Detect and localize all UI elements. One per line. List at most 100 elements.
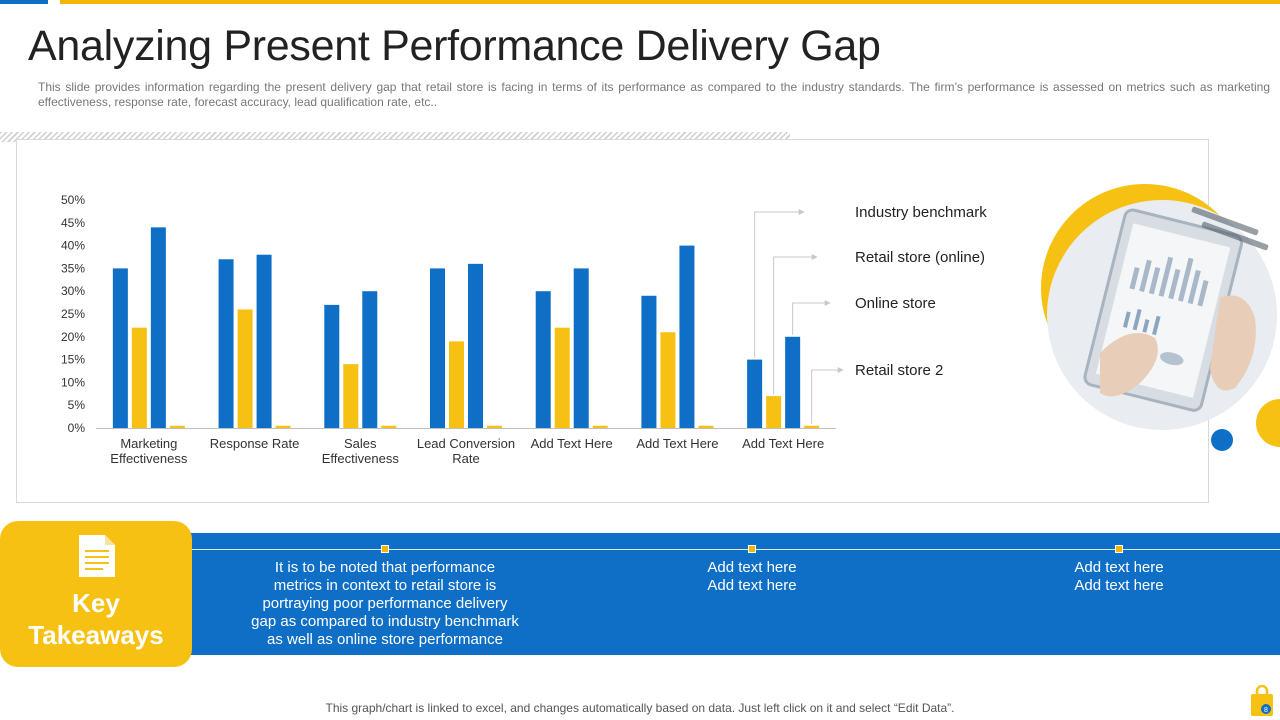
- page-number: 8: [1264, 707, 1268, 714]
- x-tick-label: Lead Conversion: [417, 436, 515, 451]
- bar-retail-store-2: [804, 425, 820, 428]
- x-tick-label: Add Text Here: [636, 436, 718, 451]
- y-tick-label: 5%: [68, 398, 86, 412]
- bar-retail-store-2: [592, 425, 608, 428]
- legend-label: Retail store (online): [855, 249, 985, 266]
- bar-retail-store-2: [487, 425, 502, 428]
- key-takeaways-line1: Key: [72, 588, 120, 618]
- takeaway-text-2: Add text here Add text here: [652, 559, 852, 595]
- x-tick-label: Effectiveness: [110, 451, 188, 466]
- bar-online-store: [468, 263, 483, 428]
- legend-leader-line: [792, 302, 825, 335]
- photo-blue-dot: [1211, 429, 1233, 451]
- hand-right: [1210, 295, 1256, 391]
- x-tick-label: Response Rate: [210, 436, 300, 451]
- legend-leader-line: [754, 211, 799, 358]
- takeaways-band: [150, 533, 1280, 655]
- y-tick-label: 10%: [61, 375, 85, 389]
- bar-industry-benchmark: [324, 304, 340, 428]
- hatch-divider: [0, 132, 790, 142]
- legend-label: Industry benchmark: [855, 204, 987, 221]
- bar-industry-benchmark: [747, 359, 763, 428]
- takeaway-line: portraying poor performance delivery: [262, 595, 508, 612]
- timeline-marker: [381, 545, 389, 553]
- bar-retail-store-2: [169, 425, 185, 428]
- bar-retail-store-online-: [343, 364, 359, 428]
- x-tick-label: Marketing: [120, 436, 177, 451]
- takeaway-line: It is to be noted that performance: [274, 559, 496, 576]
- y-tick-label: 35%: [61, 261, 85, 275]
- page-title: Analyzing Present Performance Delivery G…: [28, 22, 881, 70]
- takeaway-line: Add text here: [1074, 559, 1164, 576]
- top-accent-blue: [0, 0, 48, 4]
- x-tick-label: Add Text Here: [742, 436, 824, 451]
- legend-arrow-icon: [798, 209, 805, 215]
- bar-retail-store-online-: [660, 332, 676, 428]
- takeaway-text-3: Add text here Add text here: [1019, 559, 1219, 595]
- takeaway-text-1: It is to be noted that performance metri…: [235, 559, 535, 649]
- document-icon: [79, 535, 115, 577]
- bar-retail-store-2: [275, 425, 291, 428]
- takeaway-line: Add text here: [1074, 577, 1164, 594]
- bar-retail-store-online-: [766, 396, 782, 428]
- bar-retail-store-online-: [131, 327, 147, 428]
- x-tick-label: Effectiveness: [322, 451, 400, 466]
- legend-label: Retail store 2: [855, 362, 943, 379]
- bar-online-store: [256, 254, 272, 428]
- bar-retail-store-online-: [449, 341, 464, 428]
- y-tick-label: 50%: [61, 193, 85, 207]
- bar-industry-benchmark: [535, 291, 551, 428]
- bar-online-store: [785, 336, 801, 428]
- bar-online-store: [362, 291, 378, 428]
- y-tick-label: 30%: [61, 284, 85, 298]
- legend-arrow-icon: [837, 367, 844, 373]
- bar-industry-benchmark: [218, 259, 234, 428]
- key-takeaways-heading: Key Takeaways: [0, 587, 192, 651]
- y-tick-label: 45%: [61, 216, 85, 230]
- chart-panel[interactable]: 0% 5% 10% 15% 20% 25% 30% 35% 40% 45% 50% Marketing…: [16, 139, 1209, 503]
- legend-arrow-icon: [811, 254, 818, 260]
- bar-retail-store-2: [698, 425, 714, 428]
- takeaway-line: metrics in context to retail store is: [273, 577, 497, 594]
- timeline-marker: [1115, 545, 1123, 553]
- takeaway-line: Add text here: [707, 559, 797, 576]
- y-tick-label: 0%: [68, 421, 86, 435]
- x-tick-label: Rate: [452, 451, 479, 466]
- legend-arrow-icon: [824, 300, 831, 306]
- top-accent-yellow: [60, 0, 1280, 4]
- footer-note: This graph/chart is linked to excel, and…: [325, 701, 955, 715]
- page-number-badge: 8: [1251, 685, 1273, 716]
- takeaway-line: gap as compared to industry benchmark: [251, 613, 519, 630]
- photo-yellow-dot: [1256, 399, 1280, 447]
- bar-industry-benchmark: [112, 268, 128, 428]
- legend-leader-line: [773, 256, 812, 395]
- bar-chart[interactable]: 0% 5% 10% 15% 20% 25% 30% 35% 40% 45% 50% Marketing…: [17, 140, 1210, 504]
- bar-online-store: [679, 245, 695, 428]
- legend-label: Online store: [855, 295, 936, 312]
- x-tick-label: Add Text Here: [531, 436, 613, 451]
- takeaway-line: Add text here: [707, 577, 797, 594]
- y-tick-label: 40%: [61, 239, 85, 253]
- hand-left: [1100, 333, 1158, 397]
- bar-retail-store-online-: [554, 327, 570, 428]
- y-tick-label: 25%: [61, 307, 85, 321]
- bar-retail-store-2: [381, 425, 397, 428]
- bar-online-store: [150, 227, 166, 428]
- y-tick-label: 15%: [61, 353, 85, 367]
- bar-online-store: [573, 268, 589, 428]
- x-tick-label: Sales: [344, 436, 377, 451]
- key-takeaways-box: [0, 521, 192, 667]
- page-number-dot: [1261, 704, 1271, 714]
- key-takeaways-line2: Takeaways: [28, 620, 164, 650]
- bag-icon: [1251, 694, 1273, 716]
- bar-industry-benchmark: [641, 295, 657, 428]
- timeline-marker: [748, 545, 756, 553]
- legend-leader-line: [811, 369, 838, 424]
- bar-retail-store-online-: [237, 309, 253, 428]
- tablet-photo: [1040, 178, 1280, 458]
- takeaways-timeline: [190, 549, 1280, 550]
- y-tick-label: 20%: [61, 330, 85, 344]
- bar-industry-benchmark: [430, 268, 445, 428]
- bag-handle-icon: [1255, 685, 1269, 694]
- slide-description: This slide provides information regardin…: [38, 80, 1270, 109]
